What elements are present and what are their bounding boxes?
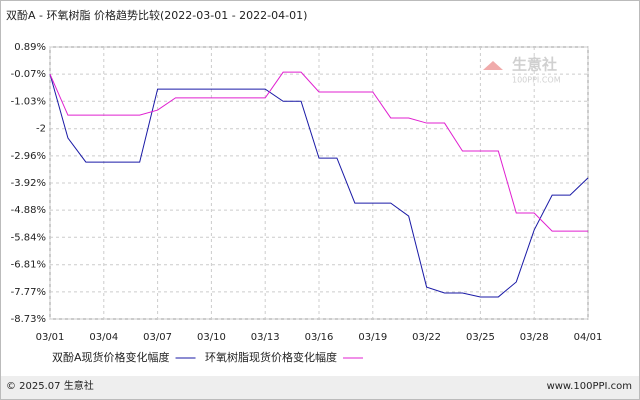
series-line	[49, 71, 588, 232]
y-tick-label: -4.88%	[11, 205, 46, 216]
y-tick-label: -3.92%	[11, 178, 46, 189]
y-tick-label: -0.07%	[11, 69, 46, 80]
x-tick-label: 03/22	[412, 332, 441, 343]
x-tick-label: 03/01	[36, 332, 65, 343]
x-tick-label: 03/28	[520, 332, 549, 343]
chart-title: 双酚A - 环氧树脂 价格趋势比较(2022-03-01 - 2022-04-0…	[6, 8, 307, 22]
footer-copyright: © 2025.07 生意社	[6, 379, 94, 392]
x-tick-label: 03/25	[466, 332, 495, 343]
y-tick-label: -7.77%	[11, 287, 46, 298]
y-tick-label: 0.89%	[14, 42, 46, 53]
x-tick-label: 03/19	[358, 332, 387, 343]
x-tick-label: 03/13	[251, 332, 280, 343]
logo-site: 100PPI.COM	[512, 76, 561, 85]
y-tick-label: -1.03%	[11, 96, 46, 107]
y-tick-label: -5.84%	[11, 232, 46, 243]
logo-name: 生意社	[512, 56, 557, 74]
x-tick-label: 03/07	[143, 332, 172, 343]
legend-label: 环氧树脂现货价格变化幅度	[205, 350, 337, 364]
x-tick-label: 03/04	[89, 332, 118, 343]
footer-bar	[1, 376, 639, 399]
x-tick-label: 03/16	[305, 332, 334, 343]
legend-label: 双酚A现货价格变化幅度	[52, 350, 170, 364]
logo-icon	[483, 61, 503, 70]
logo: 生意社 100PPI.COM	[483, 56, 561, 85]
x-tick-label: 03/10	[197, 332, 226, 343]
x-tick-label: 04/01	[574, 332, 603, 343]
y-tick-label: -8.73%	[11, 314, 46, 325]
series-line	[49, 74, 589, 298]
y-tick-label: -6.81%	[11, 260, 46, 271]
y-tick-label: -2.96%	[11, 151, 46, 162]
y-tick-label: -2	[36, 124, 46, 135]
footer-url: www.100PPI.com	[547, 381, 632, 392]
